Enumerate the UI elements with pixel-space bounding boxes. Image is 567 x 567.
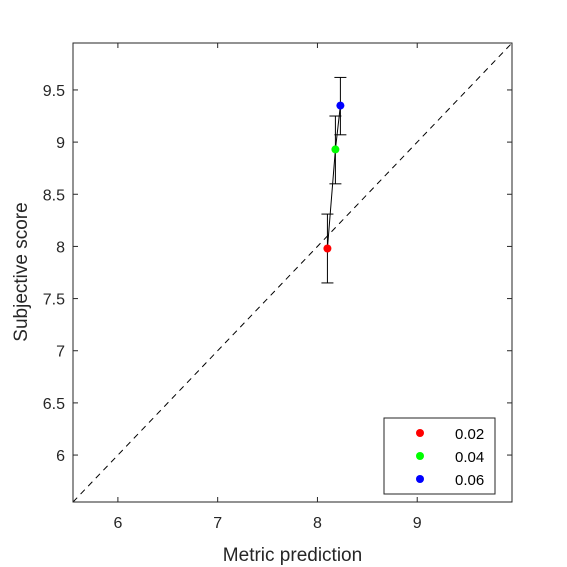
data-point-0	[323, 244, 332, 253]
y-tick-label-3: 7.5	[43, 292, 65, 309]
legend-box	[383, 417, 496, 495]
y-axis-label: Subjective score	[11, 202, 32, 341]
x-axis-label: Metric prediction	[223, 545, 362, 566]
y-tick-label-6: 9	[56, 135, 65, 152]
y-tick-label-4: 8	[56, 239, 65, 256]
y-tick-label-5: 8.5	[43, 187, 65, 204]
legend-marker-1	[416, 452, 424, 460]
data-point-1	[331, 145, 340, 154]
legend-marker-2	[416, 475, 424, 483]
legend-label-2: 0.06	[455, 472, 484, 489]
legend: 0.02 0.04 0.06	[383, 417, 496, 495]
y-tick-label-1: 6.5	[43, 396, 65, 413]
y-tick-label-2: 7	[56, 344, 65, 361]
y-tick-label-7: 9.5	[43, 83, 65, 100]
legend-marker-0	[416, 429, 424, 437]
x-tick-label-1: 7	[213, 515, 222, 532]
reference-line-layer	[72, 42, 513, 503]
tick-layer: 6 7 8 9 6 6.5 7 7.5 8 8.5 9 9.5	[43, 43, 512, 532]
y-tick-label-0: 6	[56, 448, 65, 465]
x-tick-label-2: 8	[313, 515, 322, 532]
legend-label-0: 0.02	[455, 426, 484, 443]
legend-items: 0.02 0.04 0.06	[416, 426, 484, 489]
plot-frame	[72, 42, 513, 503]
x-tick-label-0: 6	[113, 515, 122, 532]
series-layer	[321, 76, 347, 284]
data-point-2	[336, 101, 345, 110]
x-tick-label-3: 9	[413, 515, 422, 532]
legend-label-1: 0.04	[455, 449, 484, 466]
reference-line	[72, 42, 513, 503]
